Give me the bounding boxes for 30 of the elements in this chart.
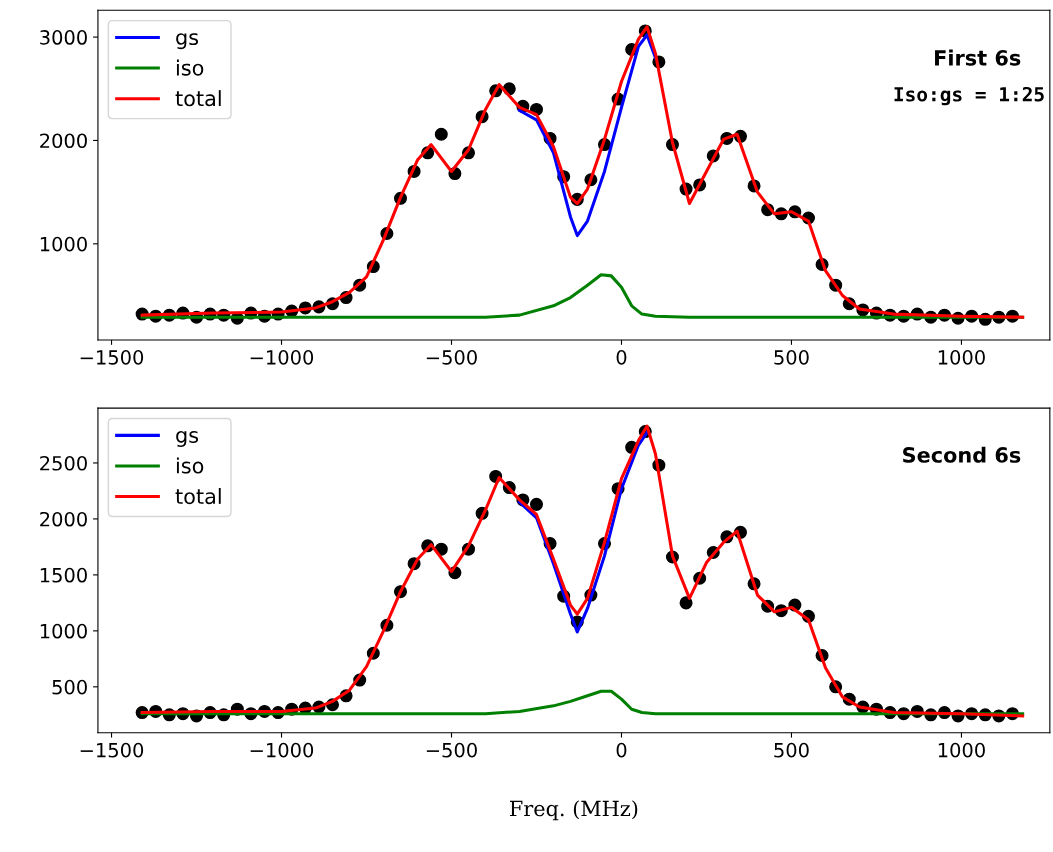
x-tick-label: −1500 bbox=[80, 742, 144, 758]
legend-label: total bbox=[175, 90, 221, 107]
legend-label: gs bbox=[176, 431, 199, 448]
x-tick-label: 0 bbox=[616, 350, 627, 365]
x-tick-label: 1000 bbox=[938, 742, 985, 758]
x-tick-label: −500 bbox=[426, 350, 477, 365]
x-tick-label: −500 bbox=[426, 742, 477, 758]
x-tick-label: 0 bbox=[616, 742, 627, 758]
x-axis-title: Freq. (MHz) bbox=[510, 800, 638, 821]
legend-label: iso bbox=[176, 59, 204, 76]
y-tick-label: 500 bbox=[52, 679, 87, 695]
x-tick-label: 500 bbox=[774, 742, 809, 758]
y-tick-label: 2500 bbox=[40, 455, 87, 471]
annotation: First 6s bbox=[935, 49, 1021, 66]
x-tick-label: −1500 bbox=[80, 350, 144, 365]
y-tick-label: 3000 bbox=[40, 30, 87, 45]
x-tick-label: −1000 bbox=[250, 350, 314, 365]
y-tick-label: 1000 bbox=[40, 236, 87, 252]
legend-label: gs bbox=[176, 33, 199, 50]
y-tick-label: 2000 bbox=[40, 133, 87, 149]
x-tick-label: −1000 bbox=[250, 742, 314, 758]
y-tick-label: 1500 bbox=[40, 567, 87, 583]
x-tick-label: 500 bbox=[774, 350, 809, 365]
y-tick-label: 1000 bbox=[40, 623, 87, 639]
legend-label: total bbox=[175, 488, 221, 505]
legend-label: iso bbox=[176, 457, 204, 474]
y-tick-label: 2000 bbox=[40, 511, 87, 527]
annotation: Iso:gs = 1:25 bbox=[894, 86, 1044, 106]
annotation: Second 6s bbox=[903, 446, 1021, 463]
x-tick-label: 1000 bbox=[938, 350, 985, 365]
